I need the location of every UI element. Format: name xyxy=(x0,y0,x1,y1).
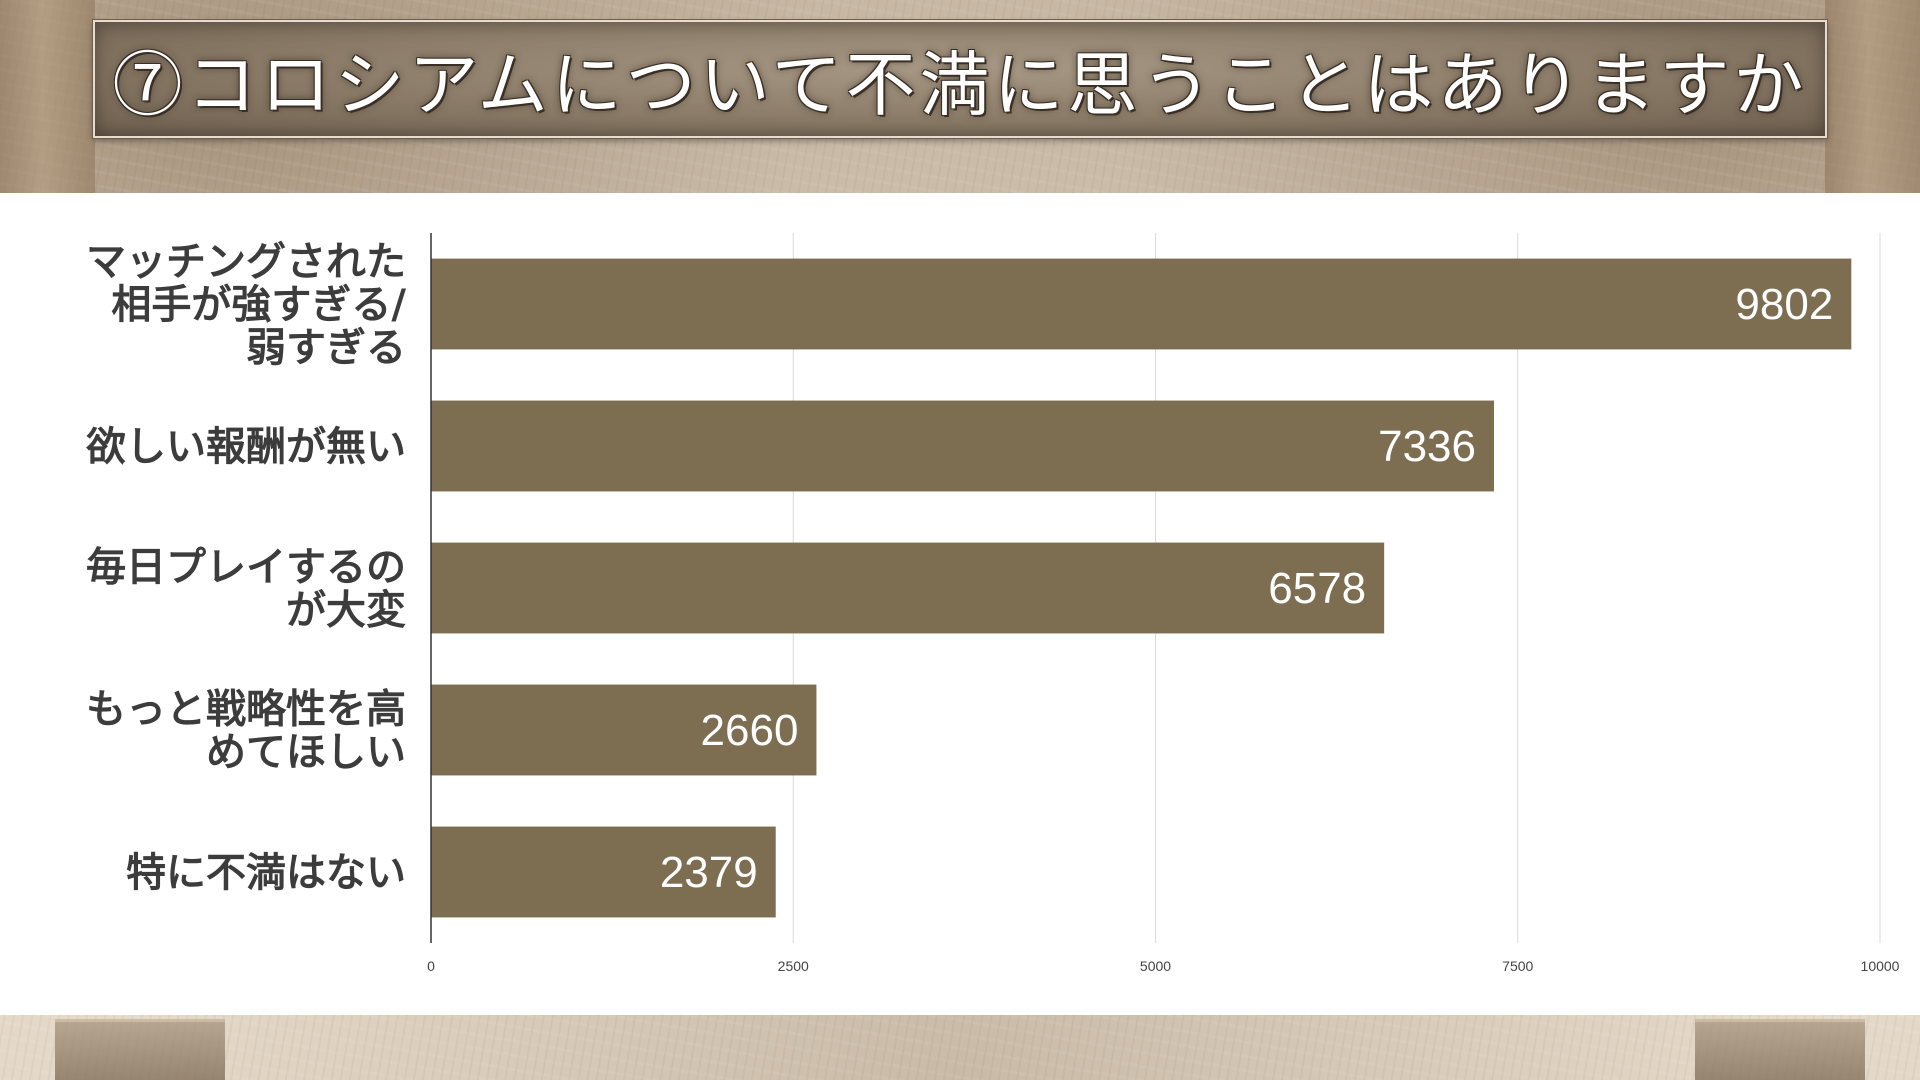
page-title: ⑦コロシアムについて不満に思うことはありますか xyxy=(112,43,1808,126)
bar-value-label: 9802 xyxy=(1735,280,1833,329)
bar xyxy=(431,400,1494,492)
bar xyxy=(431,258,1852,350)
x-tick-label: 10000 xyxy=(1861,958,1900,974)
left-book-decoration xyxy=(55,1019,225,1080)
right-book-decoration xyxy=(1695,1019,1865,1080)
category-labels: マッチングされた相手が強すぎる/弱すぎる欲しい報酬が無い毎日プレイするのが大変も… xyxy=(85,239,406,896)
bar xyxy=(431,684,817,776)
chart-panel: 9802 7336 6578 2660 2379 マッチングされた相手が強すぎる/弱すぎ… xyxy=(0,193,1920,1015)
category-label: マッチングされた相手が強すぎる/弱すぎる xyxy=(86,239,406,371)
right-pillar-decoration xyxy=(1825,0,1920,195)
bar-chart: 9802 7336 6578 2660 2379 マッチングされた相手が強すぎる/弱すぎ… xyxy=(85,233,1900,974)
bar-value-label: 2379 xyxy=(660,848,758,897)
x-tick-label: 5000 xyxy=(1140,958,1171,974)
bar xyxy=(431,542,1385,634)
x-tick-label: 0 xyxy=(427,958,435,974)
bar-value-label: 6578 xyxy=(1268,564,1366,613)
category-label: もっと戦略性を高めてほしい xyxy=(86,687,406,776)
tick-labels: 0 2500 5000 7500 10000 xyxy=(427,958,1900,974)
category-label: 特に不満はない xyxy=(126,850,406,896)
x-tick-label: 7500 xyxy=(1502,958,1533,974)
category-label: 毎日プレイするのが大変 xyxy=(86,545,406,634)
left-pillar-decoration xyxy=(0,0,95,195)
title-banner: ⑦コロシアムについて不満に思うことはありますか xyxy=(92,19,1828,139)
x-tick-label: 2500 xyxy=(778,958,809,974)
category-label: 欲しい報酬が無い xyxy=(85,424,406,470)
bar-value-label: 2660 xyxy=(701,706,799,755)
bar-value-label: 7336 xyxy=(1378,422,1476,471)
bar xyxy=(431,826,776,918)
bars: 9802 7336 6578 2660 2379 xyxy=(431,258,1852,918)
